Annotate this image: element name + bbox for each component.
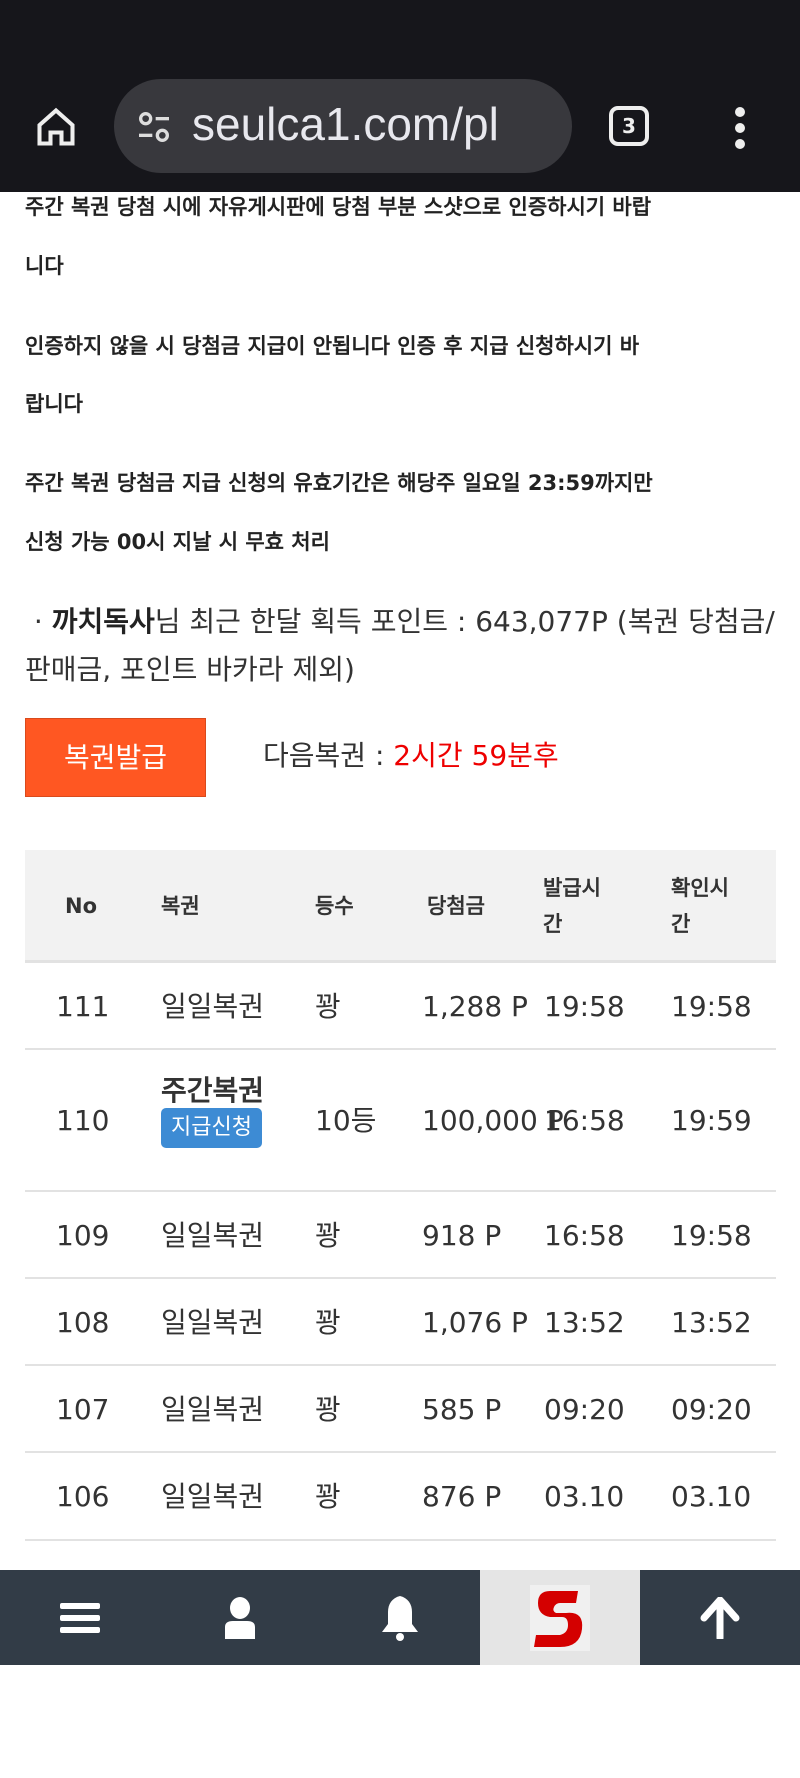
address-bar[interactable]: seulca1.com/pl bbox=[114, 79, 572, 173]
menu-icon bbox=[60, 1602, 100, 1633]
issue-lottery-button[interactable]: 복권발급 bbox=[25, 718, 206, 797]
cell-no: 108 bbox=[56, 1305, 110, 1339]
browser-toolbar: seulca1.com/pl 3 bbox=[0, 0, 800, 192]
cell-checked: 19:59 bbox=[671, 1104, 752, 1137]
cell-no: 110 bbox=[56, 1104, 110, 1137]
cell-issued: 19:58 bbox=[544, 989, 625, 1023]
cell-prize: 918 P bbox=[422, 1218, 502, 1252]
notice-text: 니다 bbox=[25, 254, 64, 278]
site-settings-icon[interactable] bbox=[134, 107, 174, 147]
cell-prize: 585 P bbox=[422, 1392, 502, 1426]
bullet: · bbox=[33, 605, 43, 638]
site-logo bbox=[530, 1584, 590, 1651]
next-lottery: 다음복권 : 2시간 59분후 bbox=[263, 734, 559, 774]
cell-checked: 13:52 bbox=[671, 1305, 752, 1339]
cell-rank: 꽝 bbox=[315, 1218, 341, 1252]
cell-type: 일일복권 bbox=[161, 1305, 265, 1339]
cell-type: 일일복권 bbox=[161, 989, 265, 1023]
table-row: 111 일일복권 꽝 1,288 P 19:58 19:58 bbox=[25, 963, 776, 1050]
notice-text: 주간 복권 당첨금 지급 신청의 유효기간은 해당주 일요일 23:59까지만 bbox=[25, 471, 653, 495]
cell-checked: 03.10 bbox=[671, 1480, 752, 1513]
more-options-icon[interactable] bbox=[734, 106, 746, 150]
cell-prize: 1,076 P bbox=[422, 1305, 528, 1339]
username: 까치독사 bbox=[51, 605, 155, 638]
notice-text: 주간 복권 당첨 시에 자유게시판에 당첨 부분 스샷으로 인증하시기 바랍 bbox=[25, 195, 652, 219]
menu-button[interactable] bbox=[0, 1570, 160, 1665]
notice-text: 인증하지 않을 시 당첨금 지급이 안됩니다 인증 후 지급 신청하시기 바 bbox=[25, 334, 640, 358]
bottom-nav bbox=[0, 1570, 800, 1665]
notifications-button[interactable] bbox=[320, 1570, 480, 1665]
site-logo-button[interactable] bbox=[480, 1570, 640, 1665]
points-summary: · 까치독사님 최근 한달 획득 포인트 : 643,077P (복권 당첨금/… bbox=[25, 598, 785, 694]
cell-rank: 꽝 bbox=[315, 989, 341, 1023]
table-row: 106 일일복권 꽝 876 P 03.10 03.10 bbox=[25, 1453, 776, 1541]
notice-text: 신청 가능 00시 지날 시 무효 처리 bbox=[25, 530, 330, 554]
cell-type: 일일복권 bbox=[161, 1218, 265, 1252]
cell-issued: 16:58 bbox=[544, 1218, 625, 1252]
table-row: 107 일일복권 꽝 585 P 09:20 09:20 bbox=[25, 1366, 776, 1453]
header-type: 복권 bbox=[161, 894, 200, 918]
user-icon bbox=[225, 1596, 255, 1639]
header-rank: 등수 bbox=[315, 894, 354, 918]
table-header: No 복권 등수 당첨금 발급시간 확인시간 bbox=[25, 850, 776, 963]
cell-type: 일일복권 bbox=[161, 1480, 265, 1513]
scroll-top-button[interactable] bbox=[640, 1570, 800, 1665]
arrow-up-icon bbox=[700, 1596, 740, 1639]
cell-rank: 꽝 bbox=[315, 1392, 341, 1426]
table-row: 109 일일복권 꽝 918 P 16:58 19:58 bbox=[25, 1192, 776, 1279]
points-text: 님 최근 한달 획득 포인트 : 643,077P (복권 당첨금/판매금, 포… bbox=[25, 605, 775, 686]
cell-type: 일일복권 bbox=[161, 1392, 265, 1426]
cell-prize: 100,000 P bbox=[422, 1104, 564, 1137]
cell-no: 106 bbox=[56, 1480, 110, 1513]
cell-type: 주간복권 지급신청 bbox=[161, 1074, 264, 1148]
header-issued: 발급시간 bbox=[543, 876, 601, 936]
cell-prize: 1,288 P bbox=[422, 989, 528, 1023]
table-row: 110 주간복권 지급신청 10등 100,000 P 16:58 19:59 bbox=[25, 1050, 776, 1192]
tab-count-button[interactable]: 3 bbox=[609, 106, 649, 146]
cell-issued: 16:58 bbox=[544, 1104, 625, 1137]
cell-no: 107 bbox=[56, 1392, 110, 1426]
user-button[interactable] bbox=[160, 1570, 320, 1665]
cell-issued: 09:20 bbox=[544, 1392, 625, 1426]
cell-no: 109 bbox=[56, 1218, 110, 1252]
next-label: 다음복권 : bbox=[263, 739, 394, 772]
cell-checked: 19:58 bbox=[671, 1218, 752, 1252]
cell-rank: 꽝 bbox=[315, 1305, 341, 1339]
bell-icon bbox=[382, 1595, 418, 1641]
cell-issued: 13:52 bbox=[544, 1305, 625, 1339]
cell-rank: 10등 bbox=[315, 1104, 377, 1137]
header-no: No bbox=[65, 894, 98, 918]
header-checked: 확인시간 bbox=[671, 876, 729, 936]
url-text[interactable]: seulca1.com/pl bbox=[192, 98, 499, 150]
next-countdown: 2시간 59분후 bbox=[393, 739, 559, 772]
claim-payout-button[interactable]: 지급신청 bbox=[161, 1108, 262, 1148]
lottery-type: 주간복권 bbox=[161, 1074, 265, 1107]
table-row: 108 일일복권 꽝 1,076 P 13:52 13:52 bbox=[25, 1279, 776, 1366]
notice-text: 랍니다 bbox=[25, 392, 83, 416]
cell-prize: 876 P bbox=[422, 1480, 502, 1513]
cell-checked: 19:58 bbox=[671, 989, 752, 1023]
home-icon[interactable] bbox=[34, 105, 78, 149]
cell-checked: 09:20 bbox=[671, 1392, 752, 1426]
cell-rank: 꽝 bbox=[315, 1480, 341, 1513]
header-prize: 당첨금 bbox=[427, 894, 485, 918]
cell-no: 111 bbox=[56, 989, 110, 1023]
cell-issued: 03.10 bbox=[544, 1480, 625, 1513]
